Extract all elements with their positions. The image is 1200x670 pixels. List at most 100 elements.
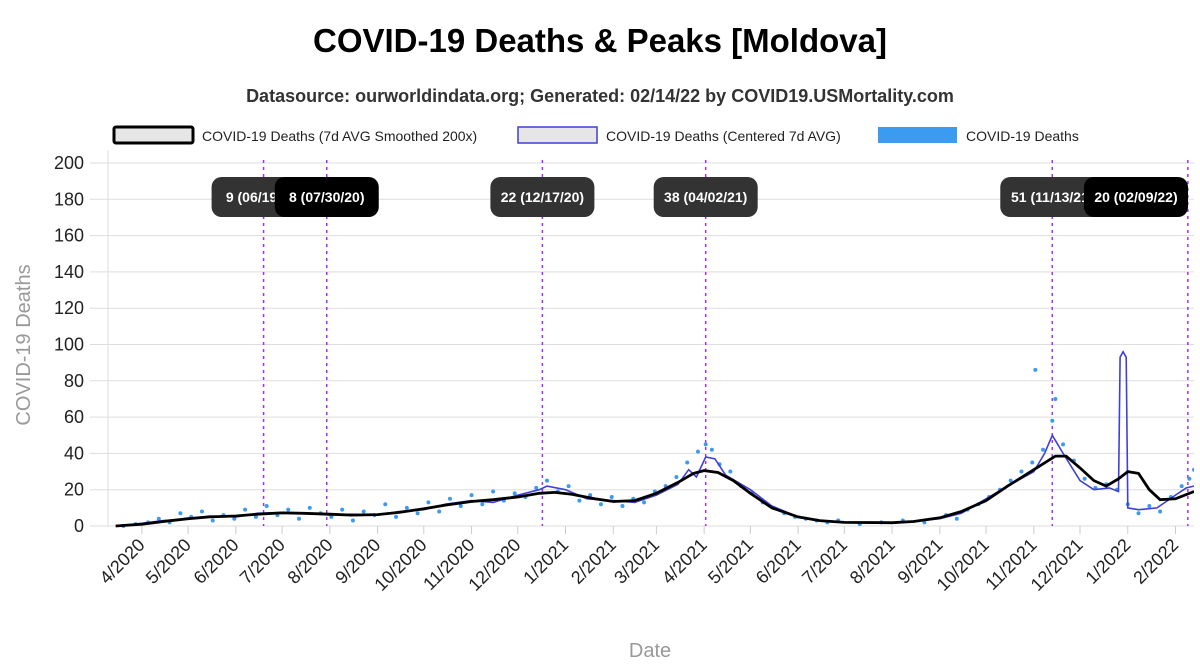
x-tick-label: 6/2020 [190, 535, 243, 588]
y-tick-label: 160 [54, 226, 84, 246]
daily-deaths-point [437, 509, 442, 514]
daily-deaths-point [1158, 509, 1163, 514]
legend-label-smoothed: COVID-19 Deaths (7d AVG Smoothed 200x) [202, 128, 477, 144]
daily-deaths-point [394, 514, 399, 519]
smoothed-7d-avg-line [115, 454, 1194, 528]
x-axis-ticks: 4/20205/20206/20207/20208/20209/202010/2… [96, 526, 1182, 595]
x-tick-label: 10/2020 [370, 535, 430, 595]
daily-deaths-point [1136, 511, 1141, 516]
x-tick-label: 4/2020 [96, 535, 149, 588]
daily-deaths-point [361, 509, 366, 514]
x-tick-label: 4/2021 [658, 535, 711, 588]
legend-item-centered: COVID-19 Deaths (Centered 7d AVG) [517, 126, 841, 144]
peak-label-box: 8 (07/30/20) [274, 177, 379, 217]
legend-item-smoothed: COVID-19 Deaths (7d AVG Smoothed 200x) [112, 125, 477, 145]
daily-deaths-point [545, 478, 550, 483]
daily-deaths-point [243, 507, 248, 512]
daily-deaths-point [1050, 418, 1055, 423]
daily-deaths-point [1019, 469, 1024, 474]
daily-deaths-point [1053, 396, 1058, 401]
daily-deaths-point [709, 447, 714, 452]
y-tick-label: 200 [54, 153, 84, 173]
daily-deaths-point [1030, 460, 1035, 465]
x-tick-label: 1/2021 [519, 535, 572, 588]
daily-deaths-point [642, 500, 647, 505]
daily-deaths-point [297, 516, 302, 521]
daily-deaths-point [695, 449, 700, 454]
daily-deaths-point [534, 485, 539, 490]
daily-deaths-point [232, 516, 237, 521]
peak-labels: 9 (06/19/20)8 (07/30/20) 22 (12/17/20) 38 … [211, 177, 1188, 217]
y-tick-label: 60 [64, 407, 84, 427]
daily-deaths-point [199, 509, 204, 514]
legend-swatch-smoothed [112, 125, 195, 145]
y-tick-label: 120 [54, 298, 84, 318]
daily-deaths-point [447, 496, 452, 501]
x-tick-label: 2/2022 [1129, 535, 1182, 588]
x-tick-label: 12/2021 [1027, 535, 1087, 595]
x-tick-label: 10/2021 [933, 535, 993, 595]
plot-area [115, 160, 1194, 528]
legend-label-daily: COVID-19 Deaths [966, 128, 1079, 144]
peak-label-background [274, 177, 379, 217]
peak-label-background [1084, 177, 1188, 217]
x-tick-label: 7/2020 [236, 535, 289, 588]
peak-label-text: 38 (04/02/21) [664, 189, 747, 205]
daily-deaths-point [1041, 447, 1046, 452]
daily-deaths-point [415, 511, 420, 516]
daily-deaths-point [156, 516, 161, 521]
daily-deaths-point [253, 514, 258, 519]
daily-deaths-point [674, 474, 679, 479]
x-tick-label: 8/2020 [284, 535, 337, 588]
y-tick-label: 40 [64, 443, 84, 463]
legend-swatch-daily [878, 127, 957, 143]
daily-deaths-point [426, 500, 431, 505]
daily-deaths-point [178, 511, 183, 516]
peak-label-text: 51 (11/13/21) [1011, 189, 1094, 205]
peak-lines [262, 160, 1189, 526]
x-tick-label: 1/2022 [1082, 535, 1135, 588]
y-tick-label: 80 [64, 371, 84, 391]
daily-deaths-point [469, 493, 474, 498]
daily-deaths-point [512, 491, 517, 496]
daily-deaths-point [954, 516, 959, 521]
daily-deaths-point [1179, 484, 1184, 489]
legend: COVID-19 Deaths (7d AVG Smoothed 200x) C… [112, 125, 1079, 145]
peak-label-box: 22 (12/17/20) [490, 177, 595, 217]
legend-item-daily: COVID-19 Deaths [878, 127, 1079, 144]
x-tick-label: 5/2020 [142, 535, 195, 588]
y-tick-label: 20 [64, 480, 84, 500]
x-tick-label: 6/2021 [752, 535, 805, 588]
y-axis-title: COVID-19 Deaths [13, 264, 35, 425]
y-tick-label: 140 [54, 262, 84, 282]
daily-deaths-point [728, 469, 733, 474]
chart-subtitle: Datasource: ourworldindata.org; Generate… [246, 86, 954, 106]
daily-deaths-point [1192, 467, 1194, 472]
daily-deaths-point [458, 504, 463, 509]
peak-label-box: 38 (04/02/21) [653, 177, 758, 217]
y-axis-ticks: 0 20 40 60 80 100 120 140 160 180 200 [54, 153, 84, 536]
x-tick-label: 7/2021 [798, 535, 851, 588]
daily-deaths-point [286, 507, 291, 512]
centered-7d-avg-line [115, 350, 1194, 527]
daily-deaths-point [340, 507, 345, 512]
daily-deaths-point [307, 505, 312, 510]
peak-label-background [653, 177, 758, 217]
daily-deaths-point [620, 504, 625, 509]
peak-label-background [1000, 177, 1105, 217]
daily-deaths-point [210, 518, 215, 523]
x-tick-label: 5/2021 [704, 535, 757, 588]
daily-deaths-point [329, 514, 334, 519]
daily-deaths-points [121, 367, 1194, 528]
daily-deaths-point [1187, 476, 1192, 481]
daily-deaths-point [1008, 478, 1013, 483]
daily-deaths-point [1147, 504, 1152, 509]
daily-deaths-point [588, 493, 593, 498]
y-tick-label: 180 [54, 189, 84, 209]
daily-deaths-point [685, 460, 690, 465]
daily-deaths-point [566, 484, 571, 489]
daily-deaths-point [1033, 367, 1038, 372]
peak-label-text: 8 (07/30/20) [289, 189, 365, 205]
x-tick-label: 12/2020 [464, 535, 524, 595]
